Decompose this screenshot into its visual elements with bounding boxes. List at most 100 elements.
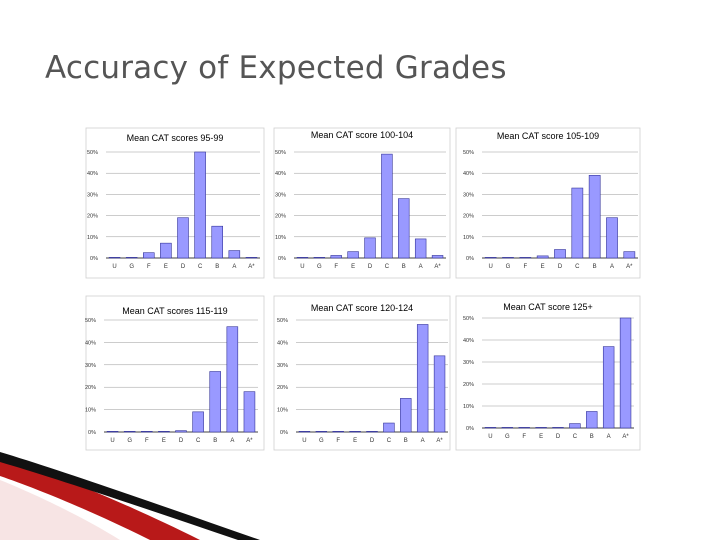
y-tick-label: 10% [277, 408, 288, 414]
bar-A [228, 250, 241, 259]
x-tick-label: A [232, 264, 236, 270]
corner-swoosh-pink [0, 480, 120, 540]
chart-3: Mean CAT score 105-109 0% 10% 20% 30% 40% 50% U… [455, 127, 641, 279]
x-tick-label: U [488, 264, 492, 270]
x-tick-label: B [590, 434, 594, 440]
bar-B [209, 371, 221, 433]
chart-2: Mean CAT score 100-104 0% 10% 20% 30% 40% 50% U… [273, 127, 451, 279]
x-tick-label: D [181, 264, 186, 270]
chart-title: Mean CAT score 125+ [503, 302, 592, 312]
bar-A [226, 326, 239, 433]
bar-G [123, 431, 136, 433]
y-tick-label: 40% [277, 340, 288, 346]
bar-A [602, 346, 615, 429]
y-tick-label: 10% [463, 235, 474, 241]
x-tick-label: C [387, 438, 392, 444]
x-tick-label: F [334, 264, 338, 270]
y-tick-label: 0% [466, 426, 474, 432]
chart-title: Mean CAT scores 115-119 [122, 306, 227, 316]
x-tick-label: G [129, 264, 134, 270]
y-tick-label: 20% [463, 382, 474, 388]
y-tick-label: 50% [277, 318, 288, 324]
x-tick-label: F [145, 438, 149, 444]
x-tick-label: B [404, 438, 408, 444]
y-tick-label: 40% [85, 340, 96, 346]
bar-U [484, 257, 497, 259]
y-tick-label: 0% [278, 256, 286, 262]
bar-F [332, 431, 344, 433]
x-tick-label: A* [246, 438, 253, 444]
bar-F [519, 257, 532, 259]
bar-A* [619, 317, 632, 429]
x-tick-label: E [351, 264, 355, 270]
chart-title: Mean CAT score 100-104 [311, 130, 413, 140]
y-tick-label: 30% [277, 363, 288, 369]
x-tick-label: G [127, 438, 132, 444]
bar-E [160, 242, 172, 259]
y-tick-label: 50% [463, 150, 474, 156]
y-tick-label: 0% [88, 430, 96, 436]
y-tick-label: 30% [85, 363, 96, 369]
bar-A* [243, 391, 256, 433]
bar-B [588, 175, 601, 259]
bar-G [125, 257, 138, 259]
bar-C [383, 422, 395, 433]
y-tick-label: 50% [275, 150, 286, 156]
x-tick-label: E [164, 264, 168, 270]
x-tick-label: U [302, 438, 306, 444]
y-tick-label: 40% [87, 171, 98, 177]
y-tick-label: 0% [466, 256, 474, 262]
y-tick-label: 40% [275, 171, 286, 177]
x-tick-label: C [575, 264, 580, 270]
y-tick-label: 10% [275, 235, 286, 241]
bar-D [554, 249, 566, 259]
bar-F [330, 255, 342, 259]
x-tick-label: A [419, 264, 423, 270]
x-tick-label: G [506, 264, 511, 270]
bar-U [108, 257, 121, 259]
chart-4: Mean CAT scores 115-119 0% 10% 20% 30% 40% 50%… [85, 295, 265, 451]
x-tick-label: A [230, 438, 234, 444]
bar-D [552, 427, 564, 429]
bar-A [606, 217, 618, 259]
x-tick-label: C [573, 434, 578, 440]
x-tick-label: B [215, 264, 219, 270]
y-tick-label: 40% [463, 171, 474, 177]
y-tick-label: 50% [463, 316, 474, 322]
bar-B [586, 411, 598, 429]
x-tick-label: U [110, 438, 114, 444]
corner-swoosh-black [0, 452, 260, 540]
y-tick-label: 20% [87, 214, 98, 220]
bar-F [143, 252, 155, 259]
x-tick-label: G [319, 438, 324, 444]
y-tick-label: 20% [275, 214, 286, 220]
bar-D [366, 431, 378, 433]
x-tick-label: U [488, 434, 492, 440]
x-tick-label: B [593, 264, 597, 270]
x-tick-label: C [198, 264, 203, 270]
y-tick-label: 10% [463, 404, 474, 410]
bar-D [364, 237, 376, 259]
bar-B [400, 398, 412, 433]
x-tick-label: E [539, 434, 543, 440]
x-tick-label: E [162, 438, 166, 444]
x-tick-label: U [112, 264, 116, 270]
bar-G [502, 257, 514, 259]
bar-E [536, 255, 549, 259]
bar-U [484, 427, 497, 429]
x-tick-label: A* [248, 264, 255, 270]
bar-A* [623, 251, 636, 259]
x-tick-label: A* [436, 438, 443, 444]
bar-E [347, 251, 359, 259]
y-tick-label: 30% [463, 360, 474, 366]
x-tick-label: E [353, 438, 357, 444]
y-tick-label: 0% [280, 430, 288, 436]
y-tick-label: 20% [85, 385, 96, 391]
chart-title: Mean CAT score 120-124 [311, 303, 413, 313]
bar-U [296, 257, 309, 259]
bar-E [349, 431, 361, 433]
x-tick-label: B [402, 264, 406, 270]
x-tick-label: D [558, 264, 563, 270]
